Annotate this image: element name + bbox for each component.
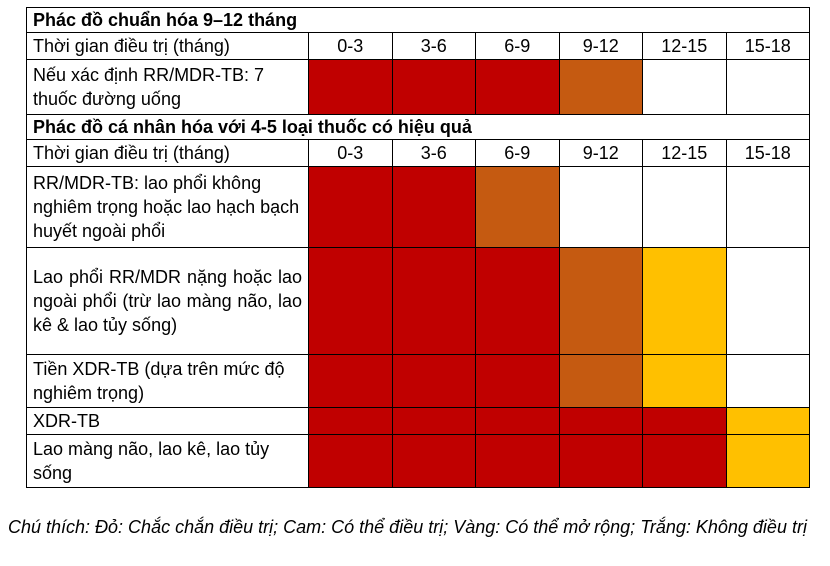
status-cell: [725, 166, 810, 248]
individual-period-5: 15-18: [725, 139, 810, 167]
status-cell: [475, 59, 560, 115]
status-cell: [475, 407, 560, 435]
status-cell: [475, 166, 560, 248]
row-label: RR/MDR-TB: lao phổi không nghiêm trọng h…: [26, 166, 309, 248]
status-cell: [642, 59, 727, 115]
status-cell: [391, 407, 476, 435]
status-cell: [642, 166, 727, 248]
status-cell: [391, 354, 476, 408]
individual-period-label: Thời gian điều trị (tháng): [26, 139, 309, 167]
standard-period-4: 12-15: [642, 32, 727, 60]
status-cell: [475, 354, 560, 408]
legend-note: Chú thích: Đỏ: Chắc chắn điều trị; Cam: …: [8, 517, 807, 537]
status-cell: [642, 354, 727, 408]
status-cell: [725, 247, 810, 355]
status-cell: [725, 407, 810, 435]
status-cell: [558, 166, 643, 248]
status-cell: [642, 407, 727, 435]
row-label: Lao phổi RR/MDR nặng hoặc lao ngoài phổi…: [26, 247, 309, 355]
status-cell: [725, 354, 810, 408]
standard-period-1: 3-6: [391, 32, 476, 60]
status-cell: [558, 247, 643, 355]
status-cell: [558, 407, 643, 435]
standard-row-mdr: Nếu xác định RR/MDR-TB: 7 thuốc đường uố…: [26, 59, 810, 115]
row-label: Nếu xác định RR/MDR-TB: 7 thuốc đường uố…: [26, 59, 309, 115]
status-cell: [558, 354, 643, 408]
standard-period-2: 6-9: [475, 32, 560, 60]
status-cell: [725, 434, 810, 488]
individual-row-severe: Lao phổi RR/MDR nặng hoặc lao ngoài phổi…: [26, 247, 810, 355]
status-cell: [391, 434, 476, 488]
row-label: XDR-TB: [26, 407, 309, 435]
individual-period-1: 3-6: [391, 139, 476, 167]
individual-row-pre-xdr: Tiền XDR-TB (dựa trên mức độ nghiêm trọn…: [26, 354, 810, 408]
status-cell: [642, 434, 727, 488]
status-cell: [308, 166, 393, 248]
status-cell: [308, 434, 393, 488]
standard-period-3: 9-12: [558, 32, 643, 60]
individual-period-2: 6-9: [475, 139, 560, 167]
standard-period-0: 0-3: [308, 32, 393, 60]
individual-row-meningitis: Lao màng não, lao kê, lao tủy sống: [26, 434, 810, 488]
status-cell: [475, 434, 560, 488]
standard-period-label: Thời gian điều trị (tháng): [26, 32, 309, 60]
status-cell: [308, 247, 393, 355]
status-cell: [475, 247, 560, 355]
row-label: Tiền XDR-TB (dựa trên mức độ nghiêm trọn…: [26, 354, 309, 408]
status-cell: [558, 59, 643, 115]
standard-period-5: 15-18: [725, 32, 810, 60]
treatment-duration-table: Phác đồ chuẩn hóa 9–12 tháng Thời gian đ…: [26, 7, 810, 488]
status-cell: [642, 247, 727, 355]
individual-period-3: 9-12: [558, 139, 643, 167]
individual-row-xdr: XDR-TB: [26, 407, 810, 435]
status-cell: [391, 247, 476, 355]
status-cell: [308, 354, 393, 408]
status-cell: [308, 407, 393, 435]
individual-period-0: 0-3: [308, 139, 393, 167]
individual-regimen-title: Phác đồ cá nhân hóa với 4-5 loại thuốc c…: [26, 114, 810, 140]
row-label: Lao màng não, lao kê, lao tủy sống: [26, 434, 309, 488]
individual-period-4: 12-15: [642, 139, 727, 167]
status-cell: [391, 59, 476, 115]
status-cell: [558, 434, 643, 488]
standard-regimen-title: Phác đồ chuẩn hóa 9–12 tháng: [26, 7, 810, 33]
status-cell: [308, 59, 393, 115]
status-cell: [725, 59, 810, 115]
status-cell: [391, 166, 476, 248]
individual-row-mild: RR/MDR-TB: lao phổi không nghiêm trọng h…: [26, 166, 810, 248]
